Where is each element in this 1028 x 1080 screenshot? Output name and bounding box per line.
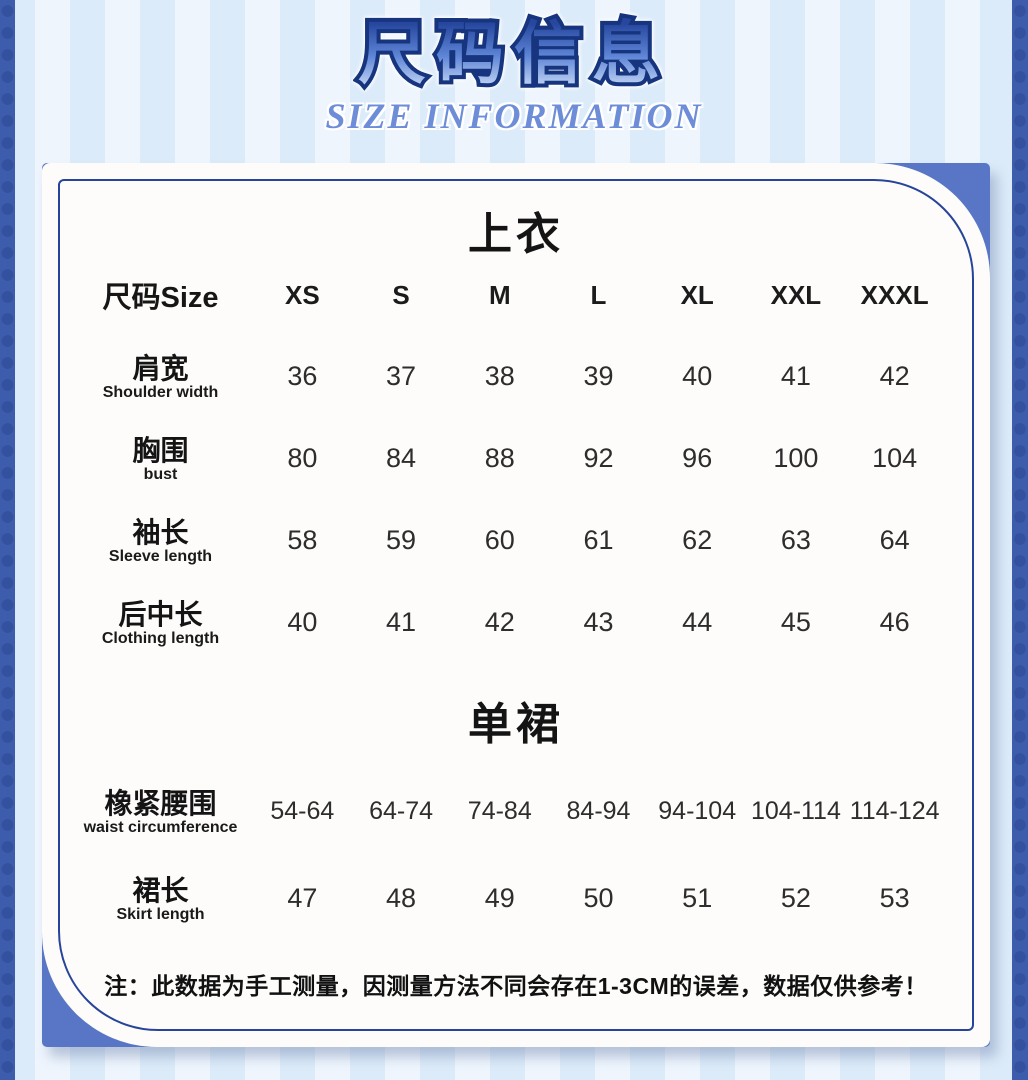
size-value: 49 bbox=[484, 882, 515, 913]
size-value: 64-74 bbox=[369, 796, 434, 825]
size-col-xxl: XXL bbox=[770, 279, 822, 310]
size-value: 36 bbox=[287, 360, 318, 391]
row-label-zh: 肩宽 bbox=[132, 353, 189, 385]
row-label-zh: 胸围 bbox=[132, 435, 189, 467]
size-value: 41 bbox=[780, 360, 811, 391]
size-value: 104-114 bbox=[750, 796, 841, 825]
note-text: 注：此数据为手工测量，因测量方法不同会存在1-3CM的误差，数据仅供参考！ bbox=[104, 973, 928, 999]
size-col-xxxl: XXXL bbox=[860, 279, 929, 310]
size-value: 58 bbox=[287, 524, 318, 555]
row-label-en: Skirt length bbox=[116, 906, 205, 924]
size-value: 80 bbox=[287, 442, 318, 473]
size-value: 84 bbox=[386, 442, 417, 473]
size-value: 40 bbox=[287, 606, 318, 637]
size-value: 62 bbox=[682, 524, 713, 555]
right-edge-strip bbox=[1012, 0, 1028, 1080]
size-value: 43 bbox=[583, 606, 614, 637]
size-value: 92 bbox=[583, 442, 614, 473]
size-value: 100 bbox=[773, 442, 819, 473]
size-value: 51 bbox=[682, 882, 713, 913]
row-label-en: Sleeve length bbox=[108, 548, 213, 566]
size-col-s: S bbox=[392, 279, 410, 310]
section-title-top: 上衣 bbox=[468, 210, 564, 259]
size-col-m: M bbox=[488, 279, 511, 310]
page-title-zh-fill: 尺码信息 bbox=[357, 16, 670, 92]
size-value: 96 bbox=[682, 442, 713, 473]
page-title-en: SIZE INFORMATION bbox=[325, 96, 703, 137]
table-row-clothing-length: 后中长 Clothing length 40 41 42 43 44 45 46 bbox=[60, 581, 972, 663]
row-label-en: Shoulder width bbox=[102, 384, 219, 402]
size-value: 39 bbox=[583, 360, 614, 391]
size-card: 上衣 尺码Size XS S M L XL XXL XXXL 肩宽 Should… bbox=[42, 163, 990, 1047]
size-col-l: L bbox=[590, 279, 607, 310]
table-row-waist-circumference: 橡紧腰围 waist circumference 54-64 64-74 74-… bbox=[60, 765, 972, 857]
row-label: 肩宽 Shoulder width bbox=[68, 349, 253, 403]
size-value: 40 bbox=[682, 360, 713, 391]
left-edge-strip bbox=[0, 0, 15, 1080]
size-value: 61 bbox=[583, 524, 614, 555]
page-title-zh: 尺码信息 尺码信息 bbox=[354, 13, 670, 95]
page-title-zh-outline: 尺码信息 bbox=[354, 13, 670, 95]
size-header-row: 尺码Size XS S M L XL XXL XXXL bbox=[60, 265, 972, 325]
size-value: 52 bbox=[780, 882, 811, 913]
table-row-sleeve-length: 袖长 Sleeve length 58 59 60 61 62 63 64 bbox=[60, 499, 972, 581]
size-value: 45 bbox=[780, 606, 811, 637]
size-value: 114-124 bbox=[849, 796, 940, 825]
size-value: 94-104 bbox=[658, 796, 737, 825]
size-value: 37 bbox=[386, 360, 417, 391]
row-label-zh: 后中长 bbox=[118, 599, 203, 631]
size-value: 104 bbox=[872, 442, 918, 473]
section-title-skirt: 单裙 bbox=[468, 700, 564, 749]
size-value: 38 bbox=[484, 360, 515, 391]
size-value: 46 bbox=[879, 606, 910, 637]
size-value: 44 bbox=[682, 606, 713, 637]
size-value: 50 bbox=[583, 882, 614, 913]
size-value: 42 bbox=[484, 606, 515, 637]
size-value: 84-94 bbox=[566, 796, 631, 825]
size-value: 59 bbox=[386, 524, 417, 555]
size-value: 48 bbox=[386, 882, 417, 913]
table-row-skirt-length: 裙长 Skirt length 47 48 49 50 51 52 53 bbox=[60, 857, 972, 939]
note-row: 注：此数据为手工测量，因测量方法不同会存在1-3CM的误差，数据仅供参考！ bbox=[60, 939, 972, 1029]
row-label: 橡紧腰围 waist circumference bbox=[68, 784, 253, 838]
size-value: 63 bbox=[780, 524, 811, 555]
row-label-en: Clothing length bbox=[101, 630, 220, 648]
size-col-xs: XS bbox=[285, 279, 320, 310]
size-value: 88 bbox=[484, 442, 515, 473]
size-value: 54-64 bbox=[270, 796, 335, 825]
row-label: 袖长 Sleeve length bbox=[68, 513, 253, 567]
size-col-xl: XL bbox=[680, 279, 714, 310]
row-label: 胸围 bust bbox=[68, 431, 253, 485]
size-value: 64 bbox=[879, 524, 910, 555]
size-value: 60 bbox=[484, 524, 515, 555]
table-row-bust: 胸围 bust 80 84 88 92 96 100 104 bbox=[60, 417, 972, 499]
size-value: 47 bbox=[287, 882, 318, 913]
row-label-zh: 袖长 bbox=[132, 517, 189, 549]
card-content: 上衣 尺码Size XS S M L XL XXL XXXL 肩宽 Should… bbox=[60, 181, 972, 1029]
size-value: 74-84 bbox=[467, 796, 532, 825]
size-value: 42 bbox=[879, 360, 910, 391]
row-label-zh: 裙长 bbox=[132, 875, 189, 907]
row-label-en: bust bbox=[143, 466, 178, 484]
page-header: 尺码信息 尺码信息 SIZE INFORMATION bbox=[0, 13, 1028, 137]
row-label-en: waist circumference bbox=[83, 819, 238, 837]
row-label: 后中长 Clothing length bbox=[68, 595, 253, 649]
size-header-label: 尺码Size bbox=[102, 282, 219, 314]
table-row-shoulder-width: 肩宽 Shoulder width 36 37 38 39 40 41 42 bbox=[60, 335, 972, 417]
row-label: 裙长 Skirt length bbox=[68, 871, 253, 925]
size-value: 41 bbox=[386, 606, 417, 637]
card-surface bbox=[42, 163, 990, 1047]
size-value: 53 bbox=[879, 882, 910, 913]
row-label-zh: 橡紧腰围 bbox=[104, 788, 217, 820]
